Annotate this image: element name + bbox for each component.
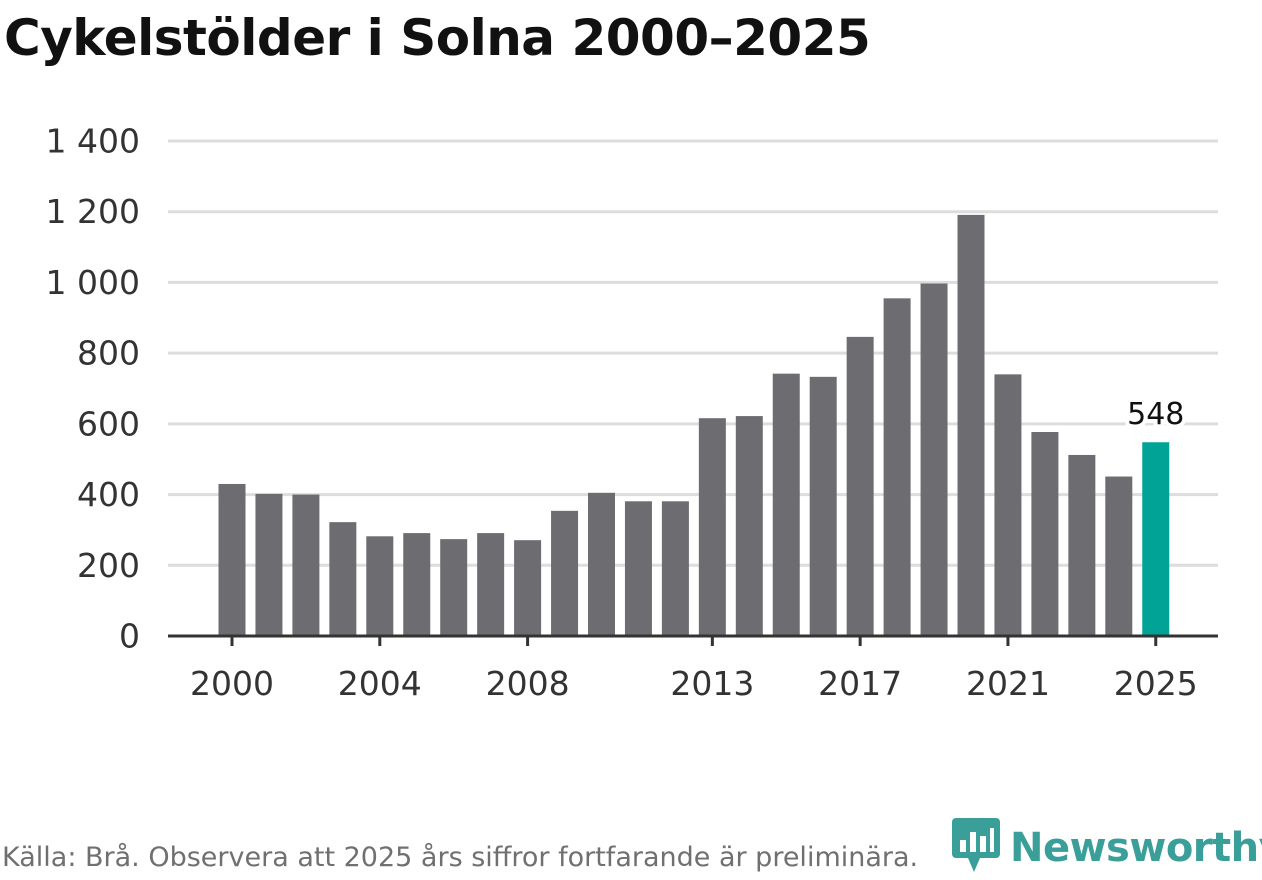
bar bbox=[957, 214, 985, 636]
bar bbox=[624, 501, 652, 636]
data-label: 548 bbox=[1127, 397, 1184, 432]
bar bbox=[588, 492, 615, 636]
bar bbox=[883, 298, 911, 636]
bar bbox=[551, 510, 579, 636]
bar bbox=[809, 376, 837, 636]
brand-name: Newsworthy bbox=[1010, 825, 1262, 871]
bar bbox=[698, 418, 726, 636]
chart-title: Cykelstölder i Solna 2000–2025 bbox=[4, 9, 871, 67]
newsworthy-brand: Newsworthy bbox=[950, 818, 1262, 878]
y-tick-label: 1 400 bbox=[46, 122, 140, 161]
source-note: Källa: Brå. Observera att 2025 års siffr… bbox=[2, 842, 919, 873]
bar bbox=[477, 533, 505, 636]
y-tick-label: 400 bbox=[77, 475, 140, 514]
bar bbox=[255, 493, 283, 636]
x-tick-label: 2021 bbox=[966, 664, 1050, 703]
y-tick-label: 800 bbox=[77, 334, 140, 373]
x-tick-label: 2004 bbox=[338, 664, 422, 703]
x-tick-label: 2025 bbox=[1114, 664, 1198, 703]
bar bbox=[735, 416, 763, 636]
bar bbox=[846, 336, 874, 636]
bar bbox=[920, 283, 948, 636]
bar bbox=[329, 522, 357, 636]
bar bbox=[1105, 476, 1133, 636]
bar bbox=[218, 483, 246, 636]
x-tick-label: 2008 bbox=[486, 664, 570, 703]
y-tick-label: 600 bbox=[77, 404, 140, 443]
bar bbox=[440, 539, 468, 636]
bar bbox=[366, 536, 394, 636]
x-tick-label: 2013 bbox=[670, 664, 754, 703]
y-tick-label: 0 bbox=[119, 617, 140, 656]
bar bbox=[772, 373, 800, 636]
bar bbox=[403, 533, 431, 636]
x-tick-label: 2000 bbox=[190, 664, 274, 703]
y-tick-label: 200 bbox=[77, 546, 140, 585]
bar bbox=[1068, 454, 1096, 636]
bar bbox=[1031, 431, 1059, 636]
y-tick-label: 1 000 bbox=[46, 263, 140, 302]
bar bbox=[994, 374, 1022, 636]
newsworthy-logo-icon bbox=[950, 816, 1002, 880]
bar-highlight bbox=[1142, 442, 1170, 636]
y-tick-label: 1 200 bbox=[46, 192, 140, 231]
bar bbox=[514, 540, 542, 636]
x-tick-label: 2017 bbox=[818, 664, 902, 703]
bar bbox=[292, 494, 320, 636]
bar bbox=[661, 501, 689, 636]
